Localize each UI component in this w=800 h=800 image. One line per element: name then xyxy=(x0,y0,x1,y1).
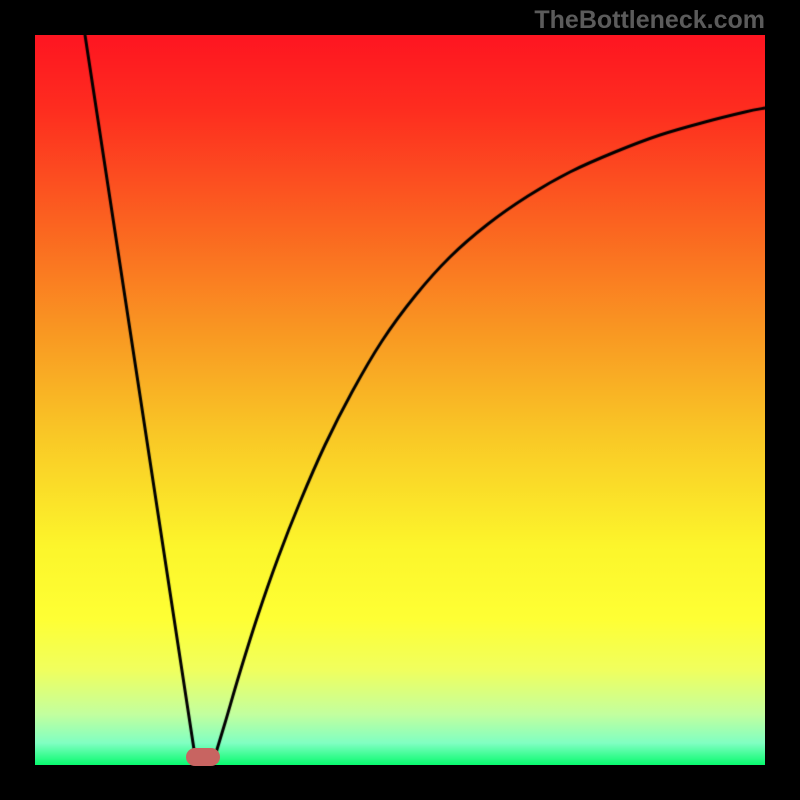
chart-container: TheBottleneck.com xyxy=(0,0,800,800)
minimum-marker xyxy=(186,748,220,766)
watermark-text: TheBottleneck.com xyxy=(534,6,765,35)
curve-canvas xyxy=(0,0,800,800)
